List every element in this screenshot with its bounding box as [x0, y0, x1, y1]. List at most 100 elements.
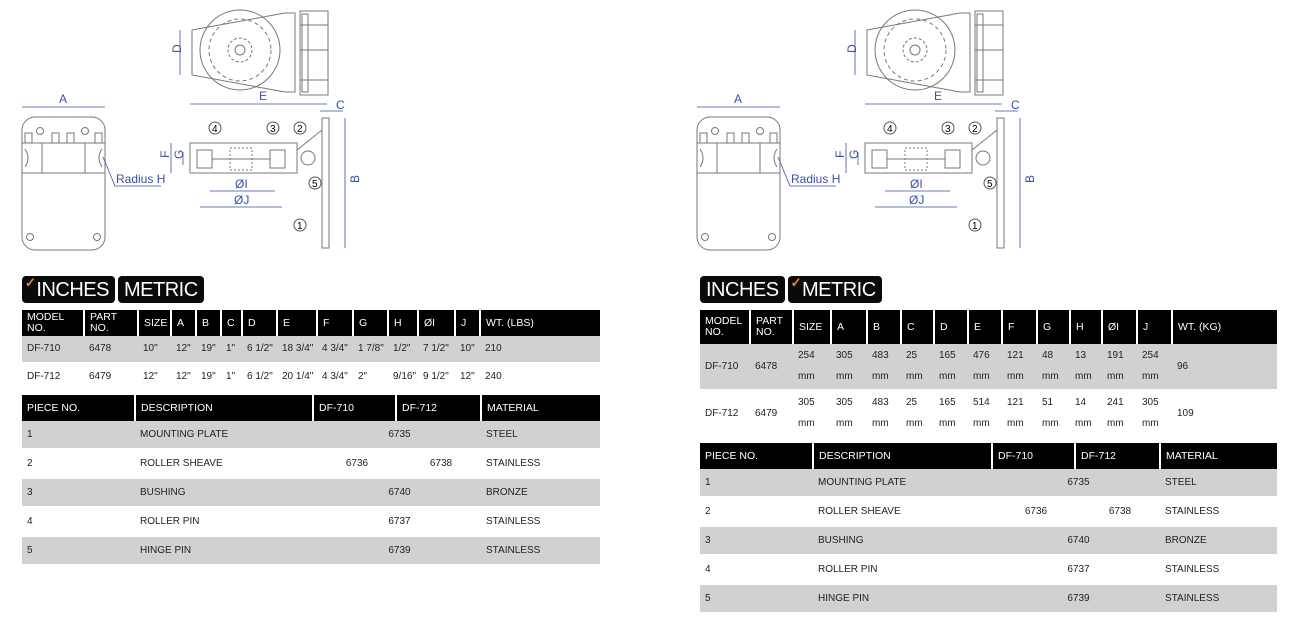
unit-label: mm [798, 418, 815, 429]
label-d: D [845, 44, 859, 53]
part-number: 6740 [992, 526, 1160, 556]
table-cell: 165 mm [934, 344, 968, 391]
callout-4: 4 [208, 121, 222, 135]
table-cell: 9 1/2" [418, 363, 455, 392]
cell-value: 96 [1177, 360, 1189, 372]
description: MOUNTING PLATE [813, 469, 992, 498]
unit-tabs: INCHES ✓ METRIC [700, 276, 882, 303]
drawing-container: A E C D B F G ØI ØJ Radius H 4 3 2 5 1 [690, 0, 1040, 260]
material: STAINLESS [1160, 584, 1277, 614]
column-header: J [455, 310, 481, 336]
cell-value: 25 [906, 397, 918, 408]
cell-value: 254 [1142, 350, 1159, 361]
table-cell: 121 mm [1002, 390, 1037, 438]
table-cell: 191 mm [1102, 344, 1137, 391]
table-row: 1 MOUNTING PLATE 6735 STEEL [22, 421, 600, 450]
table-cell: 18 3/4" [277, 336, 317, 364]
table-cell: 6 1/2" [242, 363, 277, 392]
svg-text:2: 2 [972, 124, 978, 135]
cell-value: 483 [872, 350, 889, 361]
table-cell: 6 1/2" [242, 336, 277, 364]
label-j: ØJ [909, 193, 924, 207]
unit-label: mm [798, 371, 815, 382]
cell-value: DF-712 [705, 407, 739, 419]
table-cell: 241 mm [1102, 390, 1137, 438]
svg-text:4: 4 [212, 124, 218, 135]
table-row: 1 MOUNTING PLATE 6735 STEEL [700, 469, 1277, 498]
material: STEEL [481, 421, 600, 450]
column-header: H [388, 310, 419, 336]
svg-text:1: 1 [972, 221, 978, 232]
cell-value: 18 3/4" [282, 343, 314, 354]
svg-text:3: 3 [945, 124, 951, 135]
dimension-labels: A E C D B F G ØI ØJ Radius H [734, 44, 1037, 207]
table-row: DF-712 6479 305 mm 305 mm 483 mm 25 mm 165 mm 514 mm 1… [700, 390, 1277, 438]
column-header: E [968, 310, 1003, 344]
cell-value: 19" [201, 371, 216, 382]
cell-value: 6 1/2" [247, 371, 273, 382]
table-cell: 12" [455, 363, 480, 392]
label-c: C [336, 98, 345, 112]
piece-no: 1 [22, 421, 135, 450]
unit-label: mm [973, 371, 990, 382]
table-cell: DF-712 [22, 363, 84, 392]
cell-value: 25 [906, 350, 918, 361]
table-cell: 6479 [750, 390, 793, 438]
material: STAINLESS [1160, 555, 1277, 585]
table-row: 2 ROLLER SHEAVE 6736 6738 STAINLESS [700, 497, 1277, 527]
piece-no: 3 [700, 526, 813, 556]
table-cell: DF-710 [700, 344, 750, 391]
table-row: DF-710 6478 254 mm 305 mm 483 mm 25 mm 165 mm 476 mm 1… [700, 344, 1277, 391]
part-number: 6735 [992, 469, 1160, 498]
cell-value: 165 [939, 350, 956, 361]
column-header: C [901, 310, 935, 344]
column-header: DF-712 [1075, 443, 1161, 469]
cell-value: 165 [939, 397, 956, 408]
column-header: WT. (LBS) [480, 310, 600, 336]
label-c: C [1011, 98, 1020, 112]
dimension-labels: A E C D B F G ØI ØJ Radius H [59, 44, 362, 207]
label-radius-h: Radius H [791, 172, 840, 186]
table-cell: 121 mm [1002, 344, 1037, 391]
drawing-container: A E C D B F G ØI ØJ Radius H 4 3 2 5 1 [15, 0, 365, 260]
side-view [189, 117, 330, 249]
table-row: 5 HINGE PIN 6739 STAINLESS [700, 584, 1277, 614]
material: STAINLESS [481, 507, 600, 537]
technical-drawing: A E C D B F G ØI ØJ Radius H 4 3 2 5 1 [696, 9, 1037, 251]
material: STAINLESS [481, 536, 600, 566]
callout-4: 4 [883, 121, 897, 135]
table-cell: 1" [221, 363, 242, 392]
table-cell: 20 1/4" [277, 363, 317, 392]
label-a: A [734, 92, 742, 106]
tab-inches[interactable]: ✓ INCHES [22, 276, 115, 303]
piece-no: 1 [700, 469, 813, 498]
top-view [191, 9, 329, 96]
table-cell: 210 [480, 336, 600, 364]
table-cell: 4 3/4" [317, 336, 353, 364]
front-view [21, 116, 106, 251]
part-number: 6735 [313, 421, 481, 450]
description: ROLLER SHEAVE [813, 497, 992, 527]
piece-no: 2 [700, 497, 813, 527]
description: ROLLER SHEAVE [135, 449, 313, 479]
column-header: A [831, 310, 868, 344]
cell-value: 4 3/4" [322, 371, 348, 382]
dimensions-table: MODEL NO. PART NO. SIZE A B C D E F G H ØI J WT. (KG)… [700, 310, 1277, 438]
table-cell: 6478 [750, 344, 793, 391]
column-header: H [1070, 310, 1103, 344]
svg-text:4: 4 [887, 124, 893, 135]
callout-5: 5 [308, 176, 322, 190]
part-number-df712: 6738 [1075, 497, 1160, 527]
tab-metric[interactable]: ✓ METRIC [787, 276, 882, 303]
cell-value: 254 [798, 350, 815, 361]
cell-value: 9/16" [393, 371, 417, 382]
cell-value: 6478 [755, 360, 778, 372]
unit-label: mm [1075, 371, 1092, 382]
column-header: G [353, 310, 389, 336]
column-header: MODEL NO. [700, 310, 751, 344]
tab-metric[interactable]: METRIC [117, 276, 204, 303]
column-header: DESCRIPTION [813, 443, 993, 469]
tab-inches[interactable]: INCHES [700, 276, 785, 303]
table-cell: 7 1/2" [418, 336, 455, 364]
column-header: E [277, 310, 318, 336]
